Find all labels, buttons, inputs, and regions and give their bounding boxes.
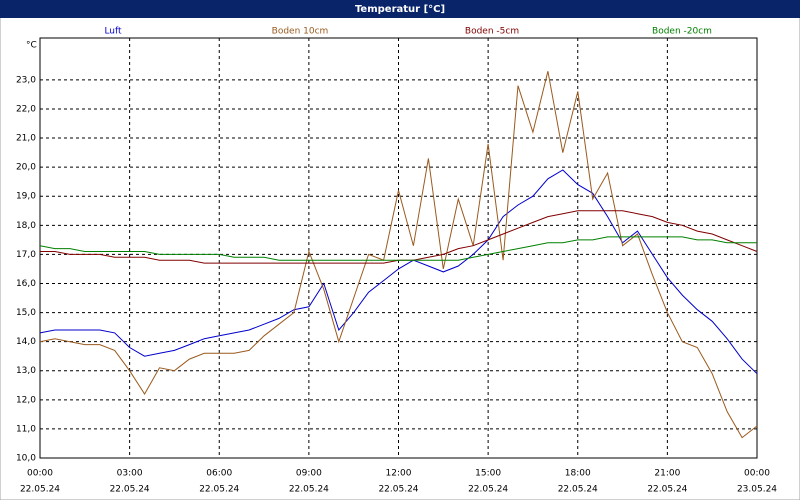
legend-entry: Boden 10cm (272, 27, 329, 37)
x-tick-date: 22.05.24 (289, 485, 329, 495)
data-line (39, 236, 757, 261)
y-tick-label: 10,0 (16, 454, 36, 464)
y-tick-label: 20,0 (16, 163, 36, 173)
x-tick-date: 22.05.24 (199, 485, 239, 495)
x-tick-date: 22.05.24 (468, 485, 508, 495)
y-tick-label: 15,0 (16, 308, 36, 318)
x-tick-date: 22.05.24 (647, 485, 687, 495)
data-line (39, 169, 758, 375)
y-tick-label: 11,0 (16, 424, 36, 434)
x-tick-label: 00:00 (744, 469, 770, 479)
x-tick-date: 22.05.24 (558, 485, 598, 495)
x-tick-label: 18:00 (565, 469, 591, 479)
y-tick-label: 12,0 (16, 395, 36, 405)
x-tick-date: 22.05.24 (110, 485, 150, 495)
x-tick-date: 22.05.24 (378, 485, 418, 495)
chart-title: Temperatur [°C] (355, 4, 445, 15)
y-unit: °C (26, 41, 37, 51)
title-bar (0, 0, 800, 18)
x-tick-label: 15:00 (475, 469, 501, 479)
y-tick-label: 14,0 (16, 337, 36, 347)
x-tick-label: 12:00 (386, 469, 412, 479)
legend-entry: Boden -5cm (465, 27, 519, 37)
legend-entry: Luft (104, 27, 122, 37)
legend-entry: Boden -20cm (652, 27, 712, 37)
y-tick-label: 16,0 (16, 279, 36, 289)
y-tick-label: 21,0 (16, 134, 36, 144)
x-tick-date: 22.05.24 (20, 485, 60, 495)
x-tick-label: 09:00 (296, 469, 322, 479)
x-tick-label: 03:00 (117, 469, 143, 479)
data-line (39, 71, 758, 439)
x-tick-label: 00:00 (27, 469, 53, 479)
x-tick-date: 23.05.24 (737, 485, 777, 495)
x-tick-label: 06:00 (206, 469, 232, 479)
x-tick-label: 21:00 (654, 469, 680, 479)
y-tick-label: 22,0 (16, 104, 36, 114)
y-tick-label: 17,0 (16, 250, 36, 260)
y-tick-label: 23,0 (16, 75, 36, 85)
y-tick-label: 13,0 (16, 366, 36, 376)
y-tick-label: 19,0 (16, 192, 36, 202)
y-tick-label: 18,0 (16, 221, 36, 231)
